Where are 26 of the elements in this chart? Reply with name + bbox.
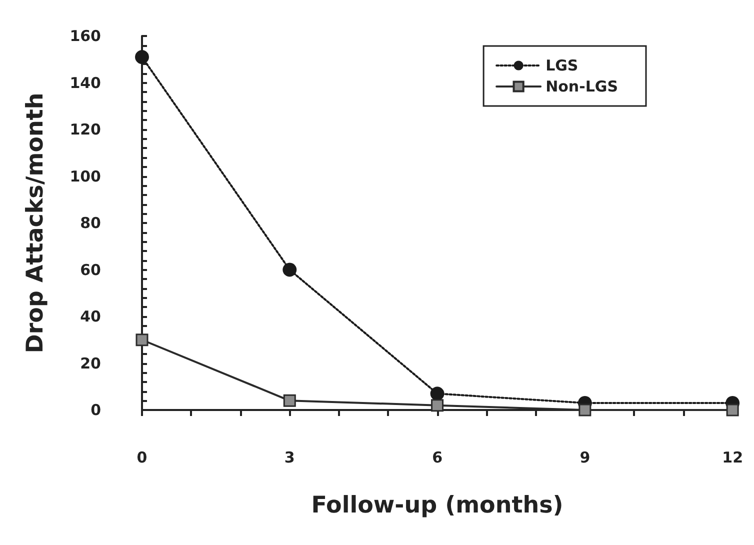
y-tick-label: 140 xyxy=(70,74,101,92)
y-tick-label: 80 xyxy=(80,214,101,232)
y-tick-label: 40 xyxy=(80,308,101,326)
y-tick-label: 160 xyxy=(70,27,101,45)
point xyxy=(726,404,739,416)
point xyxy=(431,399,444,412)
x-tick-label: 12 xyxy=(722,448,743,466)
point xyxy=(136,334,148,346)
point xyxy=(283,394,296,407)
x-axis-title: Follow-up (months) xyxy=(311,492,564,518)
y-tick-label: 60 xyxy=(80,260,101,279)
point xyxy=(430,386,444,401)
point xyxy=(282,262,297,277)
point xyxy=(578,404,592,416)
x-tick-label: 3 xyxy=(284,448,295,466)
y-axis-title: Drop Attacks/month xyxy=(22,92,48,354)
point xyxy=(135,50,149,64)
x-tick-label: 6 xyxy=(432,448,442,466)
x-tick-label: 0 xyxy=(136,448,148,466)
y-tick-label: 120 xyxy=(70,120,101,138)
y-tick-label: 20 xyxy=(80,354,101,372)
x-tick-label: 9 xyxy=(580,448,590,466)
legend-label: LGS xyxy=(546,56,578,74)
y-tick-label: 0 xyxy=(90,401,101,419)
y-tick-label: 100 xyxy=(70,167,101,186)
legend-label: Non-LGS xyxy=(546,78,618,96)
